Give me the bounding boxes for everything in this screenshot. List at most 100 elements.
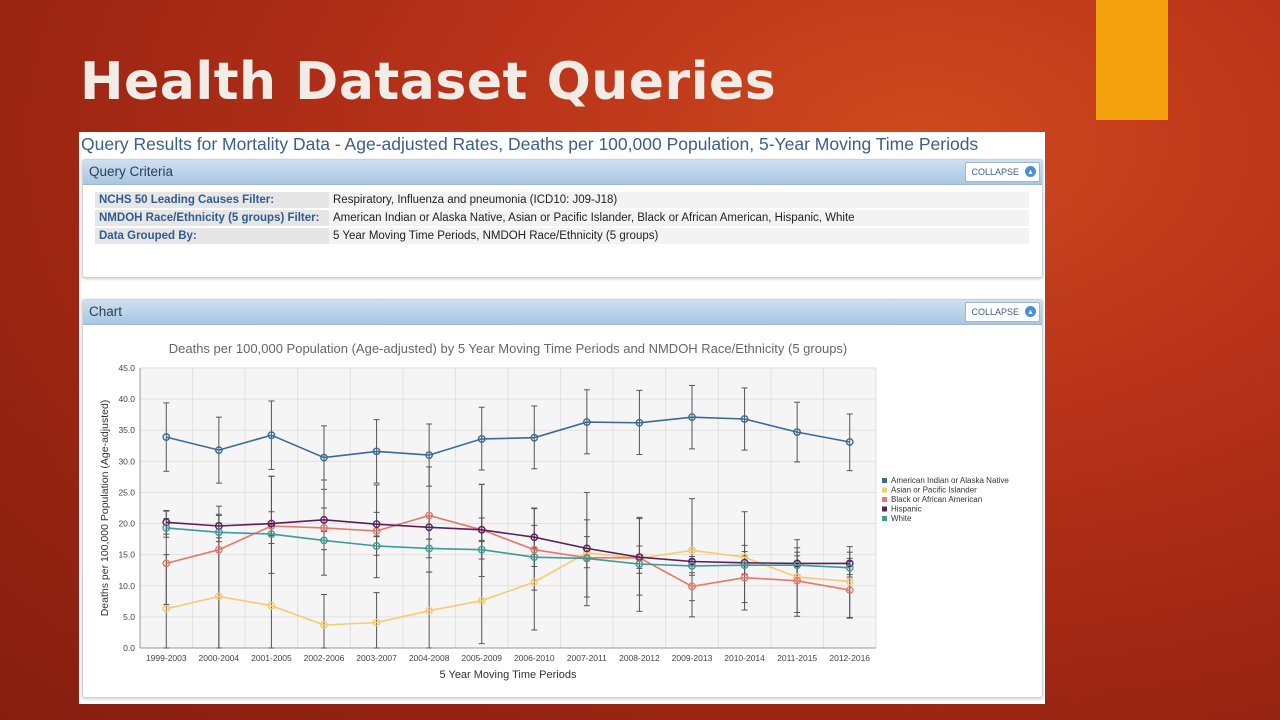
criteria-row: NMDOH Race/Ethnicity (5 groups) Filter: … bbox=[95, 210, 1029, 226]
x-axis-title: 5 Year Moving Time Periods bbox=[440, 669, 577, 681]
data-point bbox=[425, 511, 434, 520]
criteria-value: American Indian or Alaska Native, Asian … bbox=[329, 210, 1029, 226]
collapse-label: COLLAPSE bbox=[971, 307, 1019, 317]
x-tick-label: 2003-2007 bbox=[356, 653, 397, 663]
data-point bbox=[740, 415, 749, 423]
data-point bbox=[372, 542, 381, 550]
x-tick-label: 2000-2004 bbox=[199, 653, 240, 663]
x-tick-label: 2011-2015 bbox=[777, 653, 817, 663]
data-point bbox=[320, 453, 328, 462]
data-point bbox=[740, 561, 749, 570]
data-point bbox=[320, 515, 328, 524]
y-tick-label: 15.0 bbox=[118, 550, 135, 560]
data-point bbox=[582, 544, 591, 553]
data-point bbox=[214, 545, 223, 554]
legend-swatch bbox=[882, 516, 887, 521]
data-point bbox=[635, 560, 644, 568]
data-point bbox=[530, 553, 539, 562]
data-point bbox=[688, 557, 696, 566]
y-tick-label: 30.0 bbox=[118, 456, 135, 466]
x-tick-label: 2006-2010 bbox=[514, 653, 555, 663]
y-tick-label: 5.0 bbox=[123, 612, 135, 622]
y-tick-label: 25.0 bbox=[118, 487, 135, 497]
data-point bbox=[530, 545, 539, 554]
x-tick-label: 2012-2016 bbox=[829, 653, 870, 663]
data-point bbox=[477, 596, 486, 605]
data-point bbox=[320, 536, 328, 545]
data-point bbox=[688, 561, 696, 570]
data-point bbox=[320, 621, 328, 629]
data-point bbox=[530, 433, 539, 442]
data-point bbox=[477, 435, 486, 443]
data-point bbox=[845, 563, 854, 572]
data-point bbox=[635, 418, 644, 427]
x-tick-label: 2008-2012 bbox=[619, 653, 660, 663]
data-point bbox=[372, 447, 381, 456]
criteria-label: NCHS 50 Leading Causes Filter: bbox=[95, 192, 329, 208]
legend-swatch bbox=[882, 497, 887, 502]
legend-label: American Indian or Alaska Native bbox=[891, 476, 1009, 485]
data-point bbox=[793, 561, 802, 570]
series-line bbox=[166, 416, 850, 459]
y-tick-label: 40.0 bbox=[118, 394, 135, 404]
data-point bbox=[425, 606, 434, 615]
collapse-icon: ▴ bbox=[1025, 306, 1036, 317]
x-tick-label: 2001-2005 bbox=[251, 653, 292, 663]
data-point bbox=[162, 524, 171, 532]
data-point bbox=[425, 523, 434, 532]
data-point bbox=[477, 525, 486, 534]
data-point bbox=[214, 446, 223, 455]
data-point bbox=[425, 544, 434, 553]
chart-heading: Chart bbox=[89, 304, 123, 319]
criteria-row: Data Grouped By: 5 Year Moving Time Peri… bbox=[95, 228, 1029, 244]
mortality-line-chart: 0.0 5.0 10.0 15.0 20.0 25.0 30.0 35.0 40.0 45.0 19… bbox=[99, 341, 1009, 681]
x-tick-label: 2004-2008 bbox=[409, 653, 450, 663]
series-line bbox=[166, 518, 850, 565]
data-point bbox=[793, 428, 802, 436]
query-results-panel: Query Results for Mortality Data - Age-a… bbox=[79, 132, 1045, 704]
data-point bbox=[267, 530, 276, 539]
chart-collapse-button[interactable]: COLLAPSE ▴ bbox=[965, 302, 1040, 322]
data-point bbox=[530, 578, 539, 586]
query-results-title: Query Results for Mortality Data - Age-a… bbox=[81, 134, 979, 154]
criteria-collapse-button[interactable]: COLLAPSE ▴ bbox=[965, 162, 1040, 182]
data-point bbox=[793, 576, 802, 585]
data-point bbox=[320, 524, 328, 532]
data-point bbox=[688, 546, 696, 555]
x-tick-label: 2010-2014 bbox=[724, 653, 765, 663]
y-tick-label: 0.0 bbox=[123, 643, 135, 653]
data-point bbox=[267, 601, 276, 610]
criteria-value: Respiratory, Influenza and pneumonia (IC… bbox=[329, 192, 1029, 208]
x-tick-label: 2002-2006 bbox=[304, 653, 345, 663]
data-point bbox=[372, 520, 381, 529]
data-point bbox=[845, 577, 854, 586]
legend-label: Black or African American bbox=[891, 495, 982, 504]
legend-swatch bbox=[882, 506, 887, 512]
chart-section: Chart COLLAPSE ▴ 0.0 5.0 10.0 15.0 20.0 25.0 3… bbox=[82, 299, 1043, 698]
chart-title: Deaths per 100,000 Population (Age-adjus… bbox=[169, 341, 848, 356]
data-point bbox=[530, 533, 539, 542]
legend-label: Asian or Pacific Islander bbox=[891, 486, 977, 495]
y-tick-label: 35.0 bbox=[118, 425, 135, 435]
legend-label: Hispanic bbox=[891, 505, 922, 514]
data-point bbox=[425, 451, 434, 460]
data-point bbox=[582, 418, 591, 427]
collapse-label: COLLAPSE bbox=[971, 167, 1019, 177]
data-point bbox=[267, 431, 276, 440]
data-point bbox=[477, 545, 486, 554]
x-tick-label: 1999-2003 bbox=[146, 653, 187, 663]
accent-bar bbox=[1096, 0, 1168, 120]
collapse-icon: ▴ bbox=[1025, 166, 1036, 177]
criteria-label: NMDOH Race/Ethnicity (5 groups) Filter: bbox=[95, 210, 329, 226]
legend-swatch bbox=[882, 487, 887, 493]
data-point bbox=[582, 548, 591, 557]
data-point bbox=[162, 433, 171, 441]
data-point bbox=[845, 559, 854, 568]
x-tick-label: 2009-2013 bbox=[672, 653, 713, 663]
criteria-value: 5 Year Moving Time Periods, NMDOH Race/E… bbox=[329, 228, 1029, 244]
y-tick-label: 10.0 bbox=[118, 581, 135, 591]
data-point bbox=[740, 573, 749, 582]
data-point bbox=[582, 554, 591, 563]
query-criteria-section: Query Criteria COLLAPSE ▴ NCHS 50 Leadin… bbox=[82, 159, 1043, 278]
criteria-table: NCHS 50 Leading Causes Filter: Respirato… bbox=[95, 190, 1029, 246]
